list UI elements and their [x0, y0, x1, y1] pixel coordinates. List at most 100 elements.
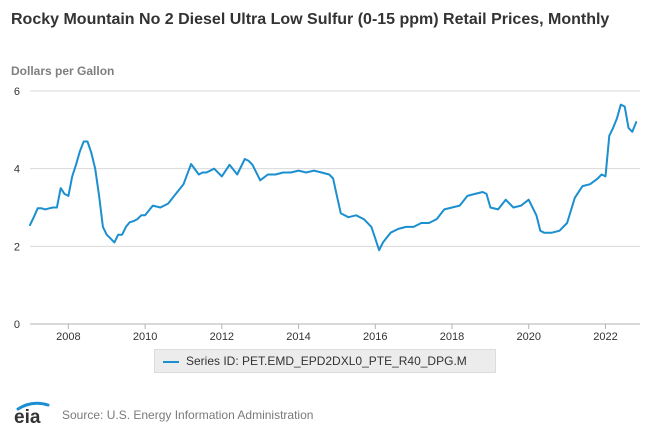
data-point [370, 226, 372, 228]
y-axis-unit-label: Dollars per Gallon [11, 64, 115, 78]
data-point [140, 214, 142, 216]
x-tick-label-2008: 2008 [56, 331, 80, 343]
data-point [244, 158, 246, 160]
data-point [574, 197, 576, 199]
data-point [33, 216, 35, 218]
source-note: Source: U.S. Energy Information Administ… [62, 408, 314, 422]
data-point [275, 174, 277, 176]
data-point [98, 195, 100, 197]
x-tick-label-2010: 2010 [133, 331, 157, 343]
data-point [282, 172, 284, 174]
data-point [347, 216, 349, 218]
data-point [64, 193, 66, 195]
data-point [110, 238, 112, 240]
data-point [582, 185, 584, 187]
data-point [397, 228, 399, 230]
x-tick-label-2014: 2014 [286, 331, 310, 343]
data-point [313, 170, 315, 172]
data-point [305, 172, 307, 174]
data-point [106, 234, 108, 236]
data-point [332, 177, 334, 179]
data-point [378, 249, 380, 251]
data-point [558, 230, 560, 232]
legend-label: Series ID: PET.EMD_EPD2DXL0_PTE_R40_DPG.… [186, 354, 467, 368]
data-point [486, 193, 488, 195]
data-point [466, 195, 468, 197]
data-point [628, 127, 630, 129]
data-point [79, 150, 81, 152]
data-point [474, 193, 476, 195]
data-point [482, 191, 484, 193]
data-point [382, 241, 384, 243]
data-point [83, 141, 85, 143]
data-point [71, 175, 73, 177]
data-point [451, 207, 453, 209]
data-point [635, 121, 637, 123]
data-point [520, 205, 522, 207]
axes: 0 2 4 6 2008 2010 2012 2014 2016 2018 2020 2022 [14, 86, 640, 343]
x-tick-label-2020: 2020 [516, 331, 540, 343]
x-tick-label-2012: 2012 [210, 331, 234, 343]
data-point [44, 208, 46, 210]
data-point [543, 232, 545, 234]
data-point [497, 208, 499, 210]
eia-logo-text: eia [14, 407, 41, 426]
data-point [229, 164, 231, 166]
data-point [489, 207, 491, 209]
data-point [252, 164, 254, 166]
y-tick-label-6: 6 [14, 86, 20, 98]
data-point [321, 172, 323, 174]
legend[interactable]: Series ID: PET.EMD_EPD2DXL0_PTE_R40_DPG.… [154, 349, 496, 373]
data-point [48, 207, 50, 209]
data-point [505, 199, 507, 201]
data-point [60, 187, 62, 189]
series-layer [29, 103, 638, 252]
grid-lines [30, 90, 640, 247]
data-point [198, 174, 200, 176]
eia-logo: eia [10, 400, 56, 431]
data-point [605, 175, 607, 177]
y-tick-label-2: 2 [14, 241, 20, 253]
eia-logo-swoosh-icon [16, 401, 50, 411]
data-point [152, 205, 154, 207]
data-point [267, 174, 269, 176]
data-point [221, 175, 223, 177]
data-point [328, 174, 330, 176]
data-point [121, 234, 123, 236]
data-point [631, 131, 633, 133]
data-point [175, 193, 177, 195]
data-point [420, 222, 422, 224]
chart-title: Rocky Mountain No 2 Diesel Ultra Low Sul… [11, 11, 610, 28]
y-tick-label-0: 0 [14, 319, 20, 331]
data-point [248, 160, 250, 162]
data-point [236, 174, 238, 176]
data-point [620, 104, 622, 106]
data-point [459, 205, 461, 207]
data-point [589, 183, 591, 185]
data-point [75, 164, 77, 166]
data-point [41, 207, 43, 209]
data-point [90, 152, 92, 154]
data-point [125, 226, 127, 228]
data-point [94, 168, 96, 170]
series-line-0 [29, 103, 638, 252]
data-point [355, 214, 357, 216]
data-point [528, 199, 530, 201]
data-point [608, 135, 610, 137]
data-point [290, 172, 292, 174]
data-point [190, 163, 192, 165]
data-point [566, 222, 568, 224]
data-point [539, 230, 541, 232]
data-point [390, 232, 392, 234]
data-point [183, 183, 185, 185]
data-point [167, 203, 169, 205]
data-point [133, 220, 135, 222]
data-point [616, 117, 618, 119]
data-point [129, 221, 131, 223]
data-point [601, 174, 603, 176]
data-point [259, 179, 261, 181]
y-tick-label-4: 4 [14, 164, 20, 176]
legend-swatch [163, 361, 179, 363]
data-point [512, 207, 514, 209]
data-point [144, 214, 146, 216]
